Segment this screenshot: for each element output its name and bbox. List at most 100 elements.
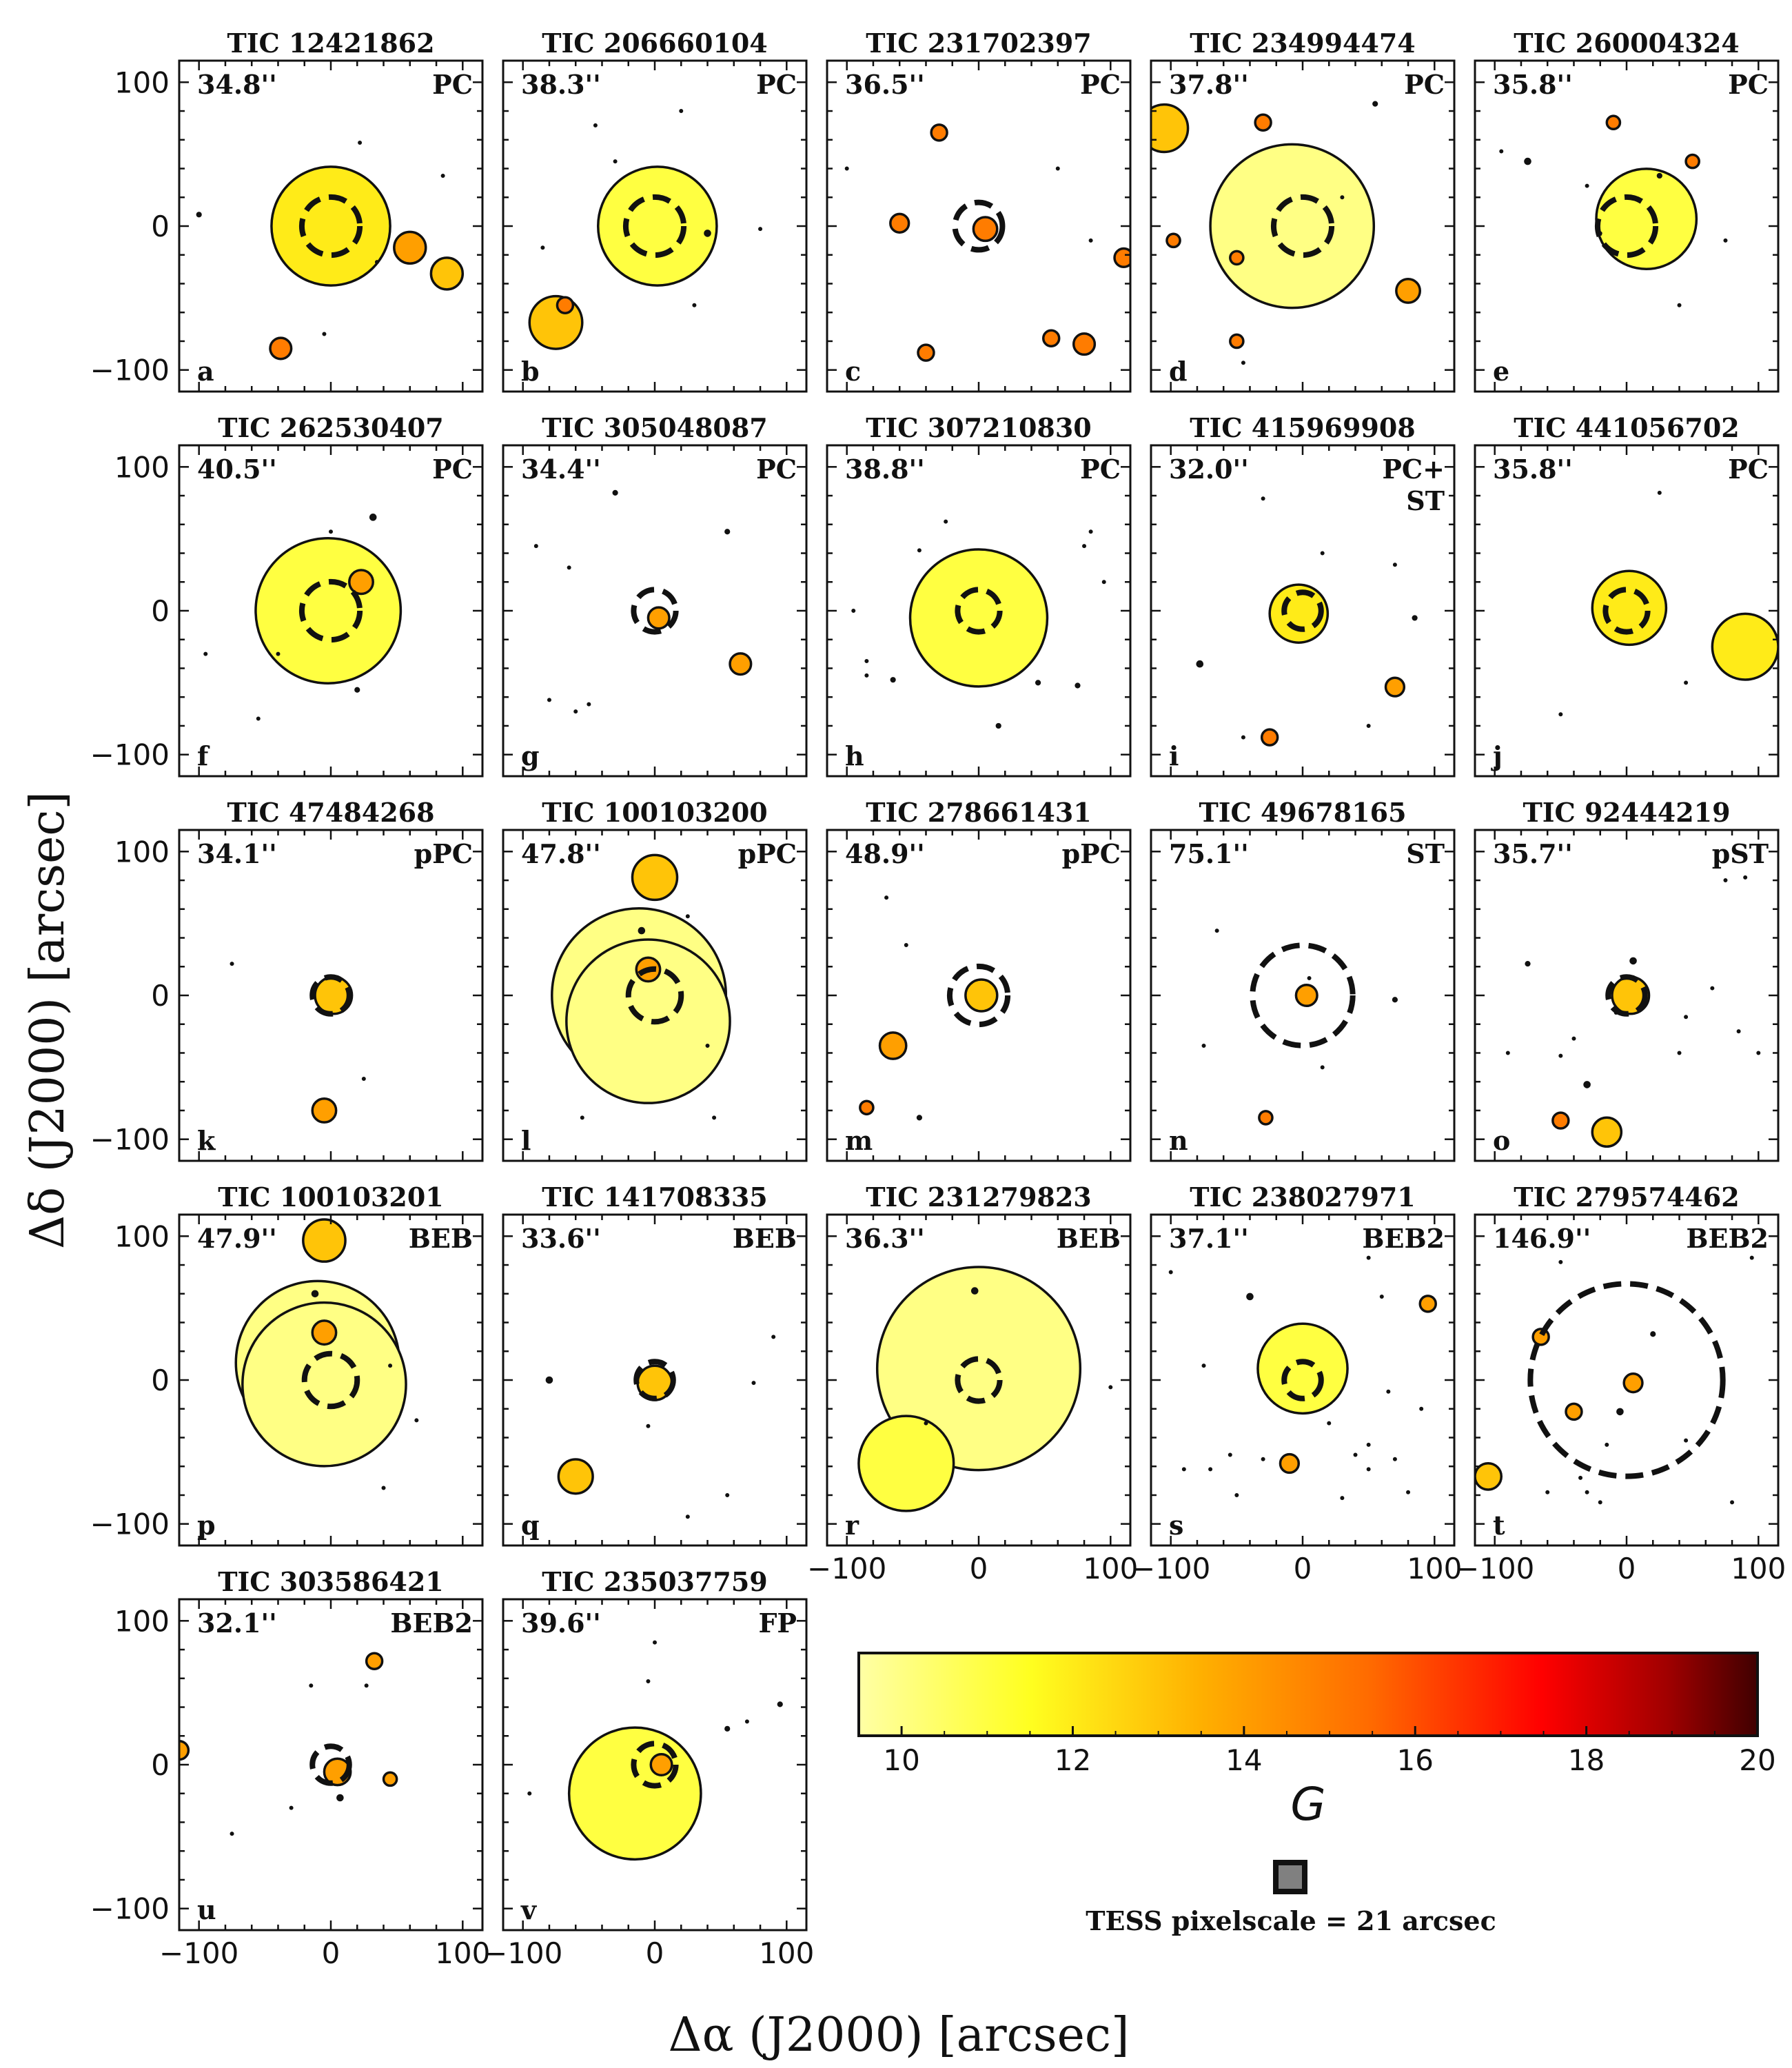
colorbar-tick-label: 20 (1739, 1743, 1775, 1777)
star-marker (1168, 1270, 1173, 1275)
panel-letter: a (197, 356, 214, 387)
y-tick-label: −100 (90, 738, 170, 772)
star-marker (1196, 660, 1204, 668)
star-marker (1736, 1029, 1741, 1034)
star-marker (908, 548, 1049, 688)
star-marker (567, 1726, 702, 1861)
panel-c: TIC 231702397 36.5'' PC c (826, 28, 1132, 393)
aperture-ring (301, 1350, 360, 1410)
star-marker (1730, 1500, 1735, 1505)
disposition-label: PC (1080, 69, 1121, 100)
star-marker (1088, 238, 1093, 243)
aperture-size: 35.7'' (1493, 838, 1573, 869)
star-marker (878, 1031, 908, 1060)
star-marker (1307, 975, 1312, 980)
star-marker (364, 1683, 369, 1688)
panel-title: TIC 307210830 (866, 412, 1092, 443)
star-marker (1386, 1389, 1391, 1394)
x-tick-label: 0 (322, 1936, 340, 1970)
panel-letter: f (197, 740, 210, 771)
panel-plot-area (857, 1266, 1113, 1512)
star-marker (705, 1044, 710, 1048)
y-axis-label: Δδ (J2000) [arcsec] (21, 791, 75, 1249)
star-marker (725, 1492, 730, 1497)
star-marker (612, 489, 618, 496)
star-marker (1743, 875, 1748, 880)
star-marker (414, 1418, 419, 1423)
star-marker (1294, 983, 1318, 1008)
y-tick-label: 0 (151, 979, 170, 1013)
star-marker (1412, 615, 1418, 621)
star-marker (1340, 195, 1345, 200)
star-marker (1677, 1051, 1682, 1055)
star-marker (1656, 172, 1662, 179)
aperture-size: 34.1'' (197, 838, 277, 869)
colorbar-tick-label: 14 (1225, 1743, 1262, 1777)
aperture-size: 36.5'' (845, 69, 925, 100)
panel-b: TIC 206660104 38.3'' PC b (502, 28, 808, 393)
star-marker (393, 230, 427, 265)
x-tick-label: 0 (646, 1936, 664, 1970)
star-marker (904, 942, 908, 947)
x-tick-label: 100 (1407, 1552, 1462, 1585)
star-marker (889, 212, 910, 234)
star-marker (646, 606, 671, 630)
star-marker (1366, 723, 1371, 728)
star-marker (1475, 1461, 1503, 1491)
disposition-label: pST (1712, 838, 1769, 869)
star-marker (1571, 1036, 1576, 1041)
star-marker (358, 140, 363, 145)
star-marker (1591, 1116, 1623, 1148)
star-marker (381, 1486, 386, 1490)
star-marker (230, 962, 234, 966)
panel-letter: e (1493, 356, 1509, 387)
panel-plot-area (196, 140, 465, 361)
star-marker (1246, 1292, 1254, 1301)
star-marker (1395, 277, 1422, 304)
star-marker (302, 1218, 347, 1263)
disposition-label: PC (1728, 69, 1769, 100)
aperture-size: 37.8'' (1169, 69, 1249, 100)
x-axis-label: Δα (J2000) [arcsec] (668, 2008, 1129, 2062)
panel-letter: j (1491, 740, 1503, 771)
aperture-ring (298, 194, 363, 258)
star-marker (653, 1640, 657, 1645)
star-marker (1723, 238, 1728, 243)
star-marker (1392, 997, 1398, 1003)
aperture-size: 32.1'' (197, 1608, 277, 1639)
panel-plot-area (1168, 1255, 1437, 1501)
star-marker (1258, 1110, 1274, 1126)
star-marker (322, 332, 327, 336)
panel-title: TIC 278661431 (866, 797, 1092, 828)
star-marker (1749, 1255, 1754, 1260)
colorbar-tick-label: 18 (1568, 1743, 1605, 1777)
star-marker (374, 260, 379, 265)
star-marker (1657, 490, 1662, 495)
star-marker (1261, 1457, 1265, 1461)
star-marker (1041, 329, 1061, 348)
star-marker (336, 1794, 344, 1802)
aperture-size: 36.3'' (845, 1223, 925, 1254)
panel-plot-area (179, 1652, 398, 1836)
star-marker (1214, 929, 1219, 933)
x-tick-label: −100 (1131, 1552, 1210, 1585)
star-marker (875, 1266, 1082, 1472)
star-marker (1677, 303, 1682, 307)
star-marker (995, 722, 1001, 729)
aperture-ring (309, 974, 352, 1017)
aperture-ring (298, 578, 363, 643)
star-marker (1353, 1452, 1358, 1457)
panel-letter: o (1493, 1125, 1510, 1156)
star-marker (857, 1415, 955, 1512)
aperture-size: 33.6'' (521, 1223, 601, 1254)
star-marker (704, 230, 711, 237)
star-marker (692, 303, 697, 307)
panel-title: TIC 260004324 (1514, 28, 1740, 59)
aperture-ring (631, 587, 679, 635)
panel-title: TIC 231702397 (866, 28, 1092, 59)
star-marker (917, 548, 922, 553)
panel-title: TIC 12421862 (227, 28, 434, 59)
star-marker (1320, 1065, 1325, 1070)
colorbar-bar (857, 1652, 1759, 1737)
